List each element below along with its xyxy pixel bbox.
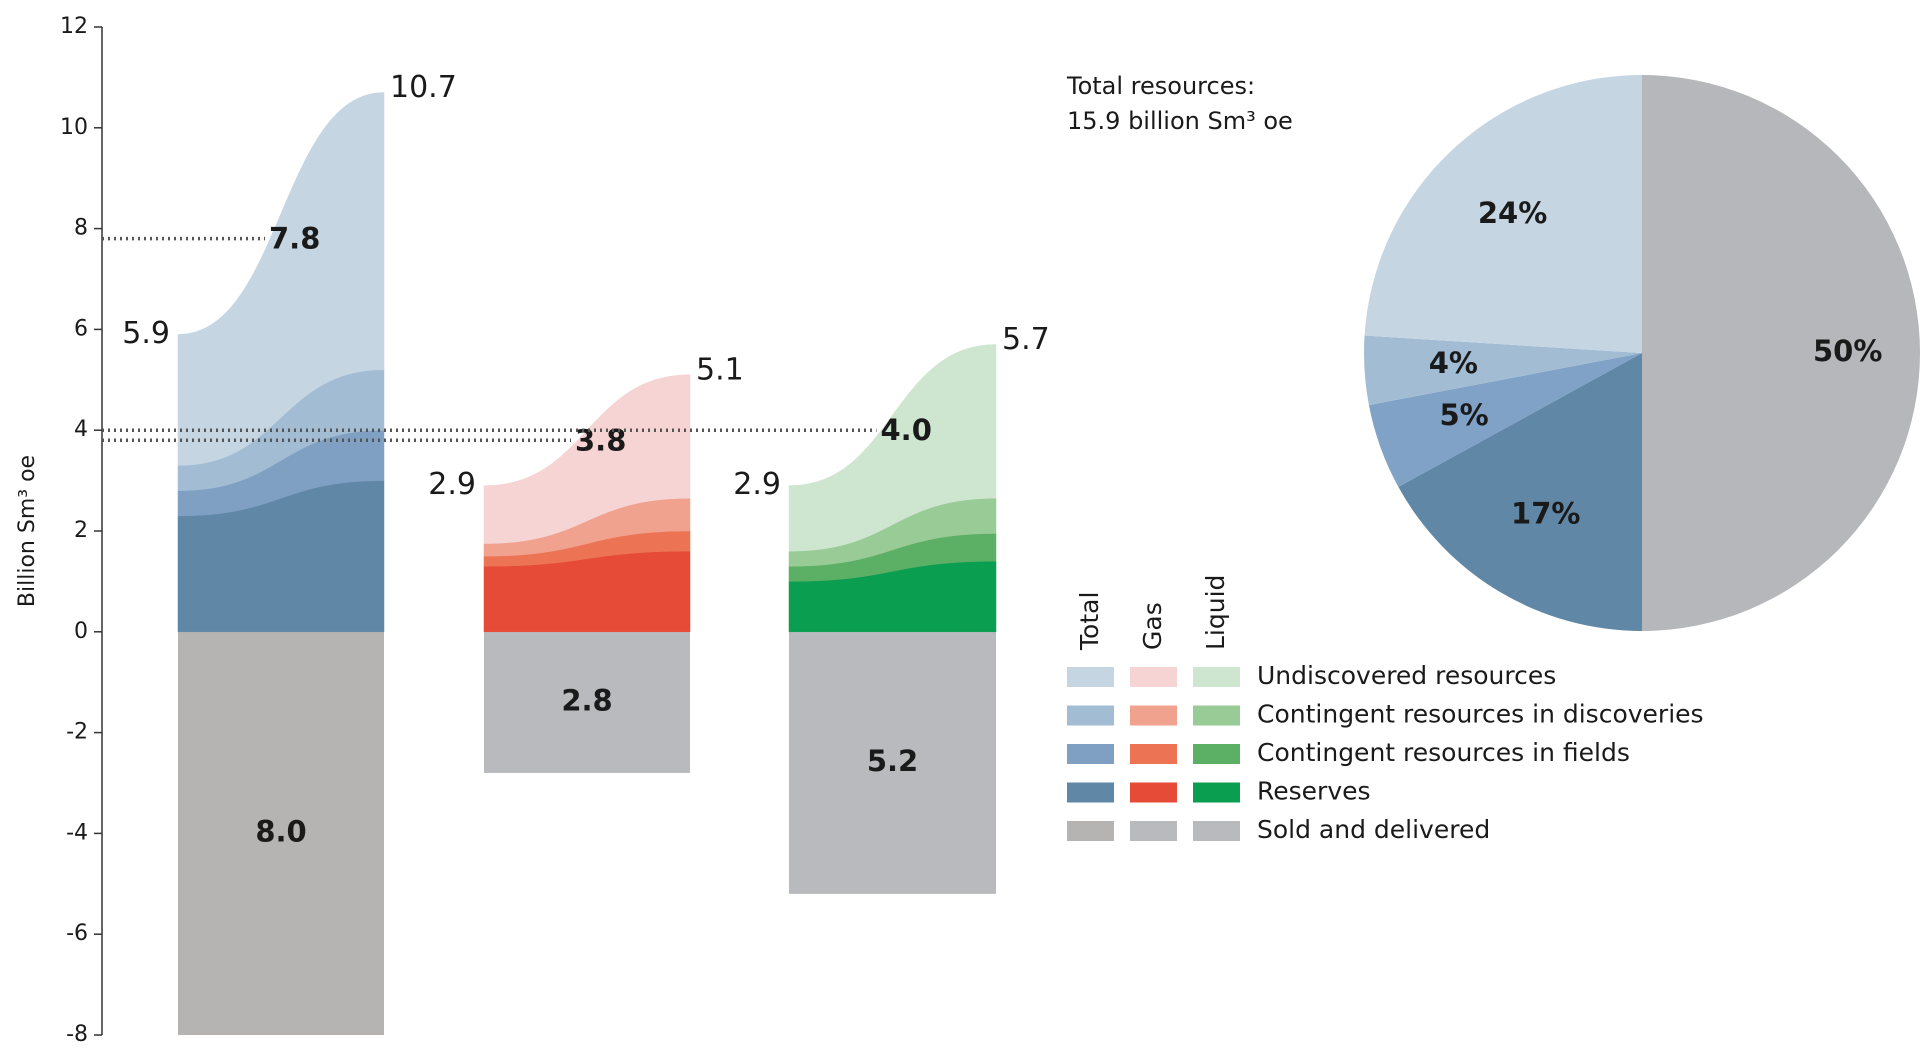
fan-layer — [177, 92, 385, 466]
y-tick-label: -8 — [66, 1022, 88, 1047]
legend-swatch — [1193, 667, 1240, 687]
sold-label: 2.8 — [561, 683, 612, 717]
y-tick-label: 12 — [60, 14, 88, 39]
y-tick-label: -4 — [66, 820, 88, 845]
y-axis-label: Billion Sm³ oe — [15, 455, 40, 607]
legend-swatch — [1130, 744, 1177, 764]
legend-swatch — [1193, 782, 1240, 803]
fan-layer — [788, 344, 997, 552]
pie-slice — [1398, 353, 1642, 631]
end-total: 5.7 — [1002, 322, 1050, 357]
fan-layer — [483, 374, 691, 544]
start-total: 2.9 — [428, 467, 476, 502]
pie-label: 24% — [1478, 196, 1547, 230]
end-total: 10.7 — [390, 70, 457, 105]
y-tick-label: -6 — [66, 921, 88, 946]
sold-label: 8.0 — [255, 814, 306, 848]
legend-label: Contingent resources in discoveries — [1257, 700, 1704, 729]
end-total: 5.1 — [696, 352, 744, 387]
legend-label: Reserves — [1257, 777, 1371, 806]
legend-swatch — [1067, 821, 1114, 841]
sold-bar — [484, 631, 690, 773]
legend-header: Liquid — [1201, 575, 1230, 650]
legend-label: Contingent resources in fields — [1257, 738, 1630, 767]
start-total: 5.9 — [122, 316, 170, 351]
pie-label: 4% — [1429, 346, 1478, 380]
sold-bar — [178, 631, 384, 1035]
legend-swatch — [1067, 667, 1114, 687]
pie-subtitle: 15.9 billion Sm³ oe — [1067, 107, 1293, 135]
y-tick-label: 0 — [74, 619, 88, 644]
expected-label: 4.0 — [881, 413, 932, 447]
legend-swatch — [1130, 705, 1177, 726]
legend-swatch — [1130, 782, 1177, 803]
sold-bar — [789, 631, 996, 894]
y-tick-label: 4 — [74, 417, 88, 442]
legend-label: Undiscovered resources — [1257, 661, 1556, 690]
pie-slice — [1368, 353, 1642, 487]
legend-swatch — [1067, 782, 1114, 803]
pie-slice — [1364, 75, 1642, 353]
pie-slice — [1642, 75, 1920, 631]
pie-title: Total resources: — [1066, 72, 1255, 100]
y-tick-label: 8 — [74, 216, 88, 241]
expected-label: 7.8 — [269, 222, 320, 256]
legend-swatch — [1130, 667, 1177, 687]
legend-swatch — [1130, 821, 1177, 841]
y-tick-label: 6 — [74, 316, 88, 341]
legend-header: Total — [1075, 592, 1104, 651]
legend-swatch — [1193, 705, 1240, 726]
legend-header: Gas — [1138, 602, 1167, 650]
expected-label: 3.8 — [575, 423, 626, 457]
legend-swatch — [1067, 744, 1114, 764]
pie-label: 50% — [1813, 334, 1882, 368]
sold-label: 5.2 — [867, 744, 918, 778]
legend-swatch — [1193, 821, 1240, 841]
pie-slice — [1364, 335, 1642, 406]
y-tick-label: -2 — [66, 720, 88, 745]
legend-swatch — [1067, 705, 1114, 726]
y-tick-label: 10 — [60, 115, 88, 140]
pie-label: 5% — [1440, 398, 1489, 432]
pie-label: 17% — [1511, 497, 1580, 531]
start-total: 2.9 — [733, 467, 781, 502]
y-tick-label: 2 — [74, 518, 88, 543]
legend-swatch — [1193, 744, 1240, 764]
legend-label: Sold and delivered — [1257, 815, 1490, 844]
